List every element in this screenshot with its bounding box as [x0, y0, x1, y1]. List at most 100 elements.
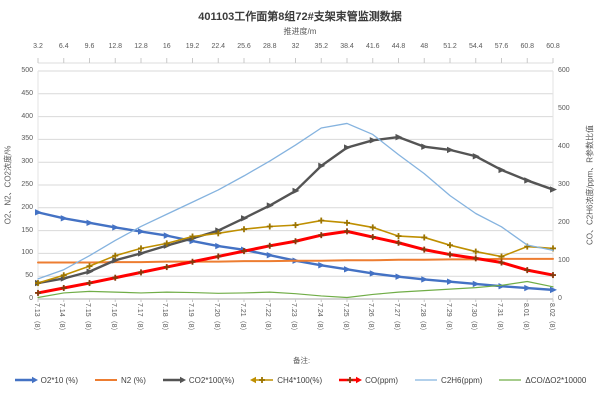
series-marker: [138, 250, 145, 257]
top-axis-tick-label: 16: [162, 43, 171, 50]
series-marker: [138, 228, 145, 235]
legend-swatch-icon: [250, 376, 274, 384]
series-marker: [266, 202, 274, 209]
right-axis-tick-label: 0: [558, 295, 562, 302]
category-label: 7.21（8）: [238, 303, 246, 335]
series-marker: [60, 215, 68, 222]
left-axis-tick-label: 250: [21, 181, 33, 188]
category-label: 8.01（8）: [521, 303, 529, 335]
series-marker: [369, 270, 377, 277]
category-label: 7.23（8）: [290, 303, 297, 335]
legend-item-6: ΔCO/ΔO2*10000: [498, 375, 586, 385]
category-label: 8.02（8）: [547, 303, 555, 335]
series-marker: [60, 275, 68, 282]
series-marker: [421, 276, 429, 283]
legend-label: O2*10 (%): [40, 375, 78, 385]
right-axis-tick-label: 600: [558, 67, 570, 74]
category-label: 7.13（8）: [32, 303, 40, 335]
top-axis-tick-label: 44.8: [391, 43, 406, 50]
top-axis-tick-label: 60.8: [520, 43, 535, 50]
series-marker: [86, 268, 94, 275]
series-marker: [112, 224, 120, 231]
category-label: 7.22（8）: [264, 303, 272, 335]
category-label: 7.31（8）: [496, 303, 503, 335]
series-marker: [524, 177, 532, 184]
right-axis-title: CO、C2H6浓度/ppm、R参数比值: [585, 124, 595, 246]
series-marker: [241, 215, 248, 222]
series-marker: [318, 262, 326, 269]
series-line-6: [37, 280, 554, 299]
series-marker: [369, 137, 377, 144]
right-axis-tick-label: 500: [558, 105, 570, 112]
series-marker: [395, 273, 403, 280]
legend-swatch-icon: [95, 379, 117, 381]
legend-swatch-icon: [14, 376, 38, 384]
legend-label: CO2*100(%): [188, 375, 235, 385]
legend-item-2: CO2*100(%): [162, 375, 234, 385]
top-axis-tick-label: 60.8: [546, 43, 560, 50]
top-axis-tick-label: 54.4: [468, 43, 483, 50]
series-marker: [524, 284, 532, 292]
legend-label: CH4*100(%): [277, 375, 323, 385]
top-axis-tick-label: 6.4: [58, 43, 69, 50]
series-marker: [86, 219, 94, 227]
left-axis-tick-label: 100: [21, 249, 33, 257]
series-marker: [266, 252, 274, 259]
series-marker: [472, 153, 480, 160]
left-axis-tick-label: 200: [21, 203, 33, 211]
top-axis-tick-label: 41.6: [365, 43, 380, 50]
series-marker: [395, 133, 403, 141]
top-axis-tick-label: 3.2: [33, 43, 43, 50]
top-axis-tick-label: 22.4: [211, 43, 226, 50]
category-label: 7.18（8）: [161, 303, 169, 335]
category-label: 7.14（8）: [58, 303, 66, 335]
series-marker: [498, 166, 506, 174]
series-marker: [318, 162, 326, 170]
legend-swatch-icon: [339, 376, 363, 384]
category-label: 7.26（8）: [367, 303, 375, 335]
category-label: 7.15（8）: [84, 303, 91, 335]
legend-item-3: CH4*100(%): [250, 375, 322, 385]
category-label: 7.29（8）: [444, 303, 452, 335]
legend-label: N2 (%): [121, 375, 146, 385]
series-marker: [447, 278, 454, 285]
category-label: 7.24（8）: [315, 303, 323, 335]
category-label: 7.16（8）: [109, 303, 117, 335]
chart-title: 401103工作面第8组72#支架束管监测数据: [198, 11, 402, 23]
series-marker: [112, 257, 120, 264]
legend-item-4: CO(ppm): [338, 375, 398, 385]
series-marker: [447, 146, 454, 154]
category-label: 7.19（8）: [187, 303, 194, 335]
series-line-1: [37, 257, 554, 264]
top-axis-title: 推进度/m: [283, 27, 317, 36]
legend-label: ΔCO/ΔO2*10000: [525, 375, 587, 385]
top-axis-tick-label: 38.4: [340, 43, 354, 50]
series-marker: [292, 187, 300, 195]
remark-label: 备注:: [293, 356, 311, 365]
left-axis-tick-label: 400: [21, 112, 33, 120]
category-label: 7.25（8）: [341, 303, 349, 335]
top-axis-tick-label: 32: [291, 43, 300, 50]
right-axis-tick-label: 100: [558, 257, 570, 264]
series-marker: [163, 232, 171, 239]
top-axis-tick-label: 57.6: [494, 43, 509, 50]
right-axis-tick-label: 200: [558, 219, 570, 226]
chart-legend: O2*10 (%) N2 (%) CO2*100(%) CH4*100(%) CO(pp…: [0, 375, 600, 385]
top-axis-tick-label: 19.2: [185, 43, 200, 50]
left-axis-tick-label: 150: [21, 226, 33, 234]
category-label: 7.28（8）: [418, 303, 426, 335]
top-axis-tick-label: 51.2: [443, 43, 457, 50]
category-label: 7.17（8）: [135, 303, 143, 335]
left-axis-tick-label: 300: [21, 158, 33, 166]
top-axis-tick-label: 12.8: [134, 43, 148, 50]
top-axis-tick-label: 28.8: [262, 43, 277, 50]
top-axis-tick-label: 35.2: [314, 43, 329, 50]
top-axis-tick-label: 48: [420, 43, 429, 50]
series-marker: [550, 286, 557, 294]
category-label: 7.20（8）: [212, 303, 220, 335]
series-marker: [421, 143, 429, 150]
legend-swatch-icon: [415, 379, 438, 381]
series-marker: [344, 144, 351, 151]
category-label: 7.30（8）: [470, 303, 478, 335]
